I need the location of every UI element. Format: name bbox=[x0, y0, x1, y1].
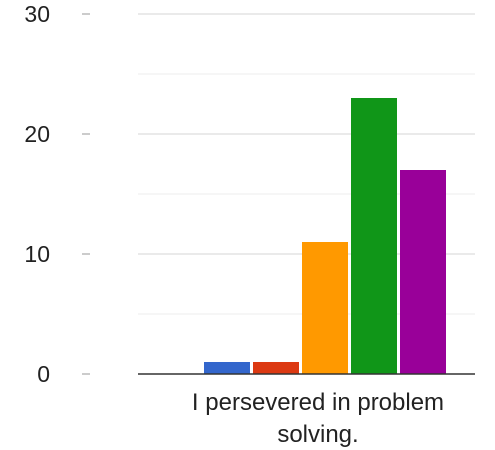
bar-series-4[interactable] bbox=[351, 98, 397, 374]
bars bbox=[204, 98, 446, 374]
y-axis-ticks: 0 10 20 30 bbox=[24, 1, 90, 387]
y-tick-label: 10 bbox=[24, 241, 50, 267]
bar-series-2[interactable] bbox=[253, 362, 299, 374]
x-category-label-line-2: solving. bbox=[277, 421, 358, 448]
y-tick-label: 30 bbox=[24, 1, 50, 27]
bar-series-3[interactable] bbox=[302, 242, 348, 374]
bar-series-1[interactable] bbox=[204, 362, 250, 374]
x-category-label-line-1: I persevered in problem bbox=[192, 389, 444, 416]
y-tick-label: 0 bbox=[37, 361, 50, 387]
y-tick-label: 20 bbox=[24, 121, 50, 147]
bar-series-5[interactable] bbox=[400, 170, 446, 374]
